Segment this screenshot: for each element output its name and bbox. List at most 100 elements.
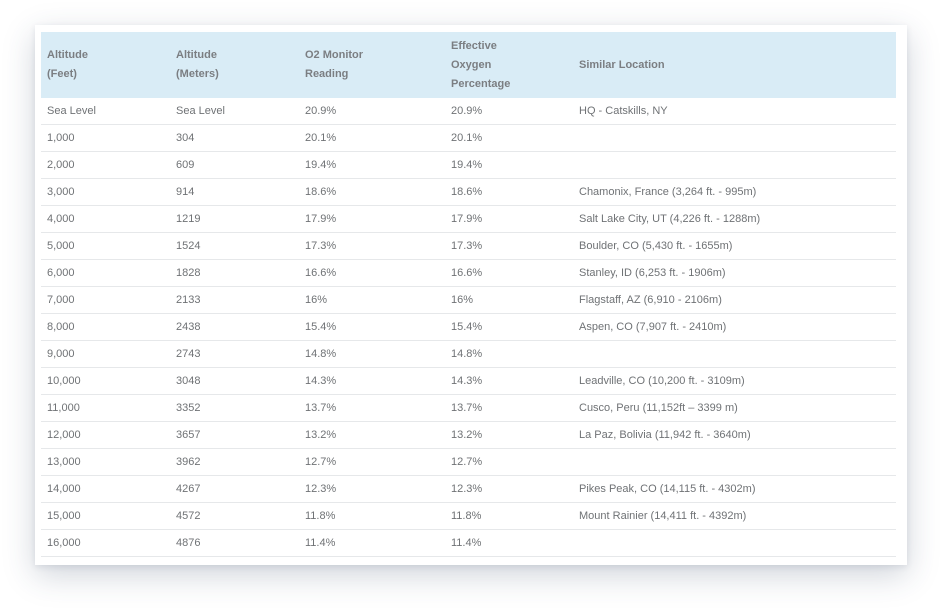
altitude-feet-cell: 11,000 bbox=[41, 394, 170, 422]
altitude-meters-header: Altitude (Meters) bbox=[170, 32, 299, 98]
altitude-table-card: Altitude (Feet) Altitude (Meters) O2 Monitor… bbox=[35, 25, 907, 565]
effective-oxygen-cell: 19.4% bbox=[445, 151, 573, 179]
header-line: Oxygen bbox=[451, 58, 492, 71]
header-line: (Meters) bbox=[176, 68, 219, 80]
altitude-meters-cell: 4876 bbox=[170, 529, 299, 557]
effective-oxygen-cell: 13.7% bbox=[445, 394, 573, 422]
o2-reading-cell: 14.8% bbox=[299, 340, 445, 368]
header-row: Altitude (Feet) Altitude (Meters) O2 Monitor… bbox=[41, 32, 896, 98]
similar-location-cell: Chamonix, France (3,264 ft. - 995m) bbox=[573, 178, 896, 206]
similar-location-cell: Aspen, CO (7,907 ft. - 2410m) bbox=[573, 313, 896, 341]
altitude-meters-cell: 609 bbox=[170, 151, 299, 179]
o2-reading-cell: 17.9% bbox=[299, 205, 445, 233]
o2-reading-cell: 16% bbox=[299, 286, 445, 314]
altitude-feet-cell: 4,000 bbox=[41, 205, 170, 233]
header-line: Reading bbox=[305, 68, 349, 80]
o2-reading-cell: 16.6% bbox=[299, 259, 445, 287]
similar-location-cell: Salt Lake City, UT (4,226 ft. - 1288m) bbox=[573, 205, 896, 233]
effective-oxygen-cell: 11.8% bbox=[445, 502, 573, 530]
altitude-meters-cell: 1524 bbox=[170, 232, 299, 260]
effective-oxygen-cell: 20.1% bbox=[445, 124, 573, 152]
o2-reading-cell: 13.2% bbox=[299, 421, 445, 449]
table-body: Sea Level Sea Level 20.9% 20.9% HQ - Catskil… bbox=[41, 98, 896, 557]
header-line: Effective bbox=[451, 39, 497, 52]
o2-reading-cell: 15.4% bbox=[299, 313, 445, 341]
similar-location-cell: Mount Rainier (14,411 ft. - 4392m) bbox=[573, 502, 896, 530]
effective-oxygen-cell: 13.2% bbox=[445, 421, 573, 449]
similar-location-cell: Cusco, Peru (11,152ft – 3399 m) bbox=[573, 394, 896, 422]
altitude-meters-cell: 1219 bbox=[170, 205, 299, 233]
table-row: 6,000 1828 16.6% 16.6% Stanley, ID (6,253 ft… bbox=[41, 259, 896, 287]
similar-location-cell bbox=[573, 529, 896, 557]
altitude-feet-cell: 12,000 bbox=[41, 421, 170, 449]
table-row: 5,000 1524 17.3% 17.3% Boulder, CO (5,430 ft… bbox=[41, 232, 896, 260]
altitude-feet-cell: 9,000 bbox=[41, 340, 170, 368]
altitude-meters-cell: 2133 bbox=[170, 286, 299, 314]
altitude-meters-cell: 2438 bbox=[170, 313, 299, 341]
o2-reading-cell: 18.6% bbox=[299, 178, 445, 206]
effective-oxygen-cell: 20.9% bbox=[445, 98, 573, 125]
effective-oxygen-cell: 12.3% bbox=[445, 475, 573, 503]
o2-reading-cell: 11.8% bbox=[299, 502, 445, 530]
o2-reading-cell: 12.7% bbox=[299, 448, 445, 476]
o2-reading-cell: 19.4% bbox=[299, 151, 445, 179]
altitude-meters-cell: 304 bbox=[170, 124, 299, 152]
effective-oxygen-cell: 14.8% bbox=[445, 340, 573, 368]
altitude-oxygen-table: Altitude (Feet) Altitude (Meters) O2 Monitor… bbox=[41, 32, 896, 557]
altitude-feet-cell: 8,000 bbox=[41, 313, 170, 341]
table-row: 13,000 3962 12.7% 12.7% bbox=[41, 448, 896, 476]
altitude-meters-cell: 3352 bbox=[170, 394, 299, 422]
header-line: Percentage bbox=[451, 77, 511, 90]
header-line: (Feet) bbox=[47, 68, 77, 80]
effective-oxygen-cell: 16.6% bbox=[445, 259, 573, 287]
table-row: 11,000 3352 13.7% 13.7% Cusco, Peru (11,152f… bbox=[41, 394, 896, 422]
similar-location-cell: Leadville, CO (10,200 ft. - 3109m) bbox=[573, 367, 896, 395]
altitude-meters-cell: 4572 bbox=[170, 502, 299, 530]
effective-oxygen-percentage-header: Effective Oxygen Percentage bbox=[445, 32, 573, 98]
similar-location-cell: Flagstaff, AZ (6,910 - 2106m) bbox=[573, 286, 896, 314]
altitude-meters-cell: 3048 bbox=[170, 367, 299, 395]
effective-oxygen-cell: 12.7% bbox=[445, 448, 573, 476]
table-row: 8,000 2438 15.4% 15.4% Aspen, CO (7,907 ft. … bbox=[41, 313, 896, 341]
table-row: 9,000 2743 14.8% 14.8% bbox=[41, 340, 896, 368]
table-row: 1,000 304 20.1% 20.1% bbox=[41, 124, 896, 152]
table-row: 14,000 4267 12.3% 12.3% Pikes Peak, CO (14,1… bbox=[41, 475, 896, 503]
altitude-feet-header: Altitude (Feet) bbox=[41, 32, 170, 98]
similar-location-header: Similar Location bbox=[573, 32, 896, 98]
similar-location-cell: Stanley, ID (6,253 ft. - 1906m) bbox=[573, 259, 896, 287]
effective-oxygen-cell: 11.4% bbox=[445, 529, 573, 557]
similar-location-cell: HQ - Catskills, NY bbox=[573, 98, 896, 125]
altitude-meters-cell: 1828 bbox=[170, 259, 299, 287]
effective-oxygen-cell: 17.3% bbox=[445, 232, 573, 260]
table-row: 2,000 609 19.4% 19.4% bbox=[41, 151, 896, 179]
effective-oxygen-cell: 16% bbox=[445, 286, 573, 314]
table-row: 10,000 3048 14.3% 14.3% Leadville, CO (10,20… bbox=[41, 367, 896, 395]
altitude-feet-cell: 15,000 bbox=[41, 502, 170, 530]
effective-oxygen-cell: 17.9% bbox=[445, 205, 573, 233]
similar-location-cell: La Paz, Bolivia (11,942 ft. - 3640m) bbox=[573, 421, 896, 449]
table-header: Altitude (Feet) Altitude (Meters) O2 Monitor… bbox=[41, 32, 896, 98]
altitude-feet-cell: 14,000 bbox=[41, 475, 170, 503]
o2-reading-cell: 20.9% bbox=[299, 98, 445, 125]
table-row: 15,000 4572 11.8% 11.8% Mount Rainier (14,41… bbox=[41, 502, 896, 530]
altitude-feet-cell: 3,000 bbox=[41, 178, 170, 206]
o2-reading-cell: 20.1% bbox=[299, 124, 445, 152]
altitude-feet-cell: 2,000 bbox=[41, 151, 170, 179]
altitude-feet-cell: 13,000 bbox=[41, 448, 170, 476]
altitude-meters-cell: 914 bbox=[170, 178, 299, 206]
table-row: 16,000 4876 11.4% 11.4% bbox=[41, 529, 896, 557]
header-line: Altitude bbox=[176, 49, 217, 61]
altitude-meters-cell: 3657 bbox=[170, 421, 299, 449]
effective-oxygen-cell: 15.4% bbox=[445, 313, 573, 341]
header-line: Similar Location bbox=[579, 58, 665, 71]
o2-reading-cell: 12.3% bbox=[299, 475, 445, 503]
altitude-meters-cell: 3962 bbox=[170, 448, 299, 476]
similar-location-cell: Pikes Peak, CO (14,115 ft. - 4302m) bbox=[573, 475, 896, 503]
table-row: 7,000 2133 16% 16% Flagstaff, AZ (6,910 - 21… bbox=[41, 286, 896, 314]
similar-location-cell: Boulder, CO (5,430 ft. - 1655m) bbox=[573, 232, 896, 260]
effective-oxygen-cell: 14.3% bbox=[445, 367, 573, 395]
table-row: Sea Level Sea Level 20.9% 20.9% HQ - Catskil… bbox=[41, 98, 896, 125]
similar-location-cell bbox=[573, 448, 896, 476]
table-row: 3,000 914 18.6% 18.6% Chamonix, France (3,26… bbox=[41, 178, 896, 206]
table-row: 4,000 1219 17.9% 17.9% Salt Lake City, UT (4… bbox=[41, 205, 896, 233]
